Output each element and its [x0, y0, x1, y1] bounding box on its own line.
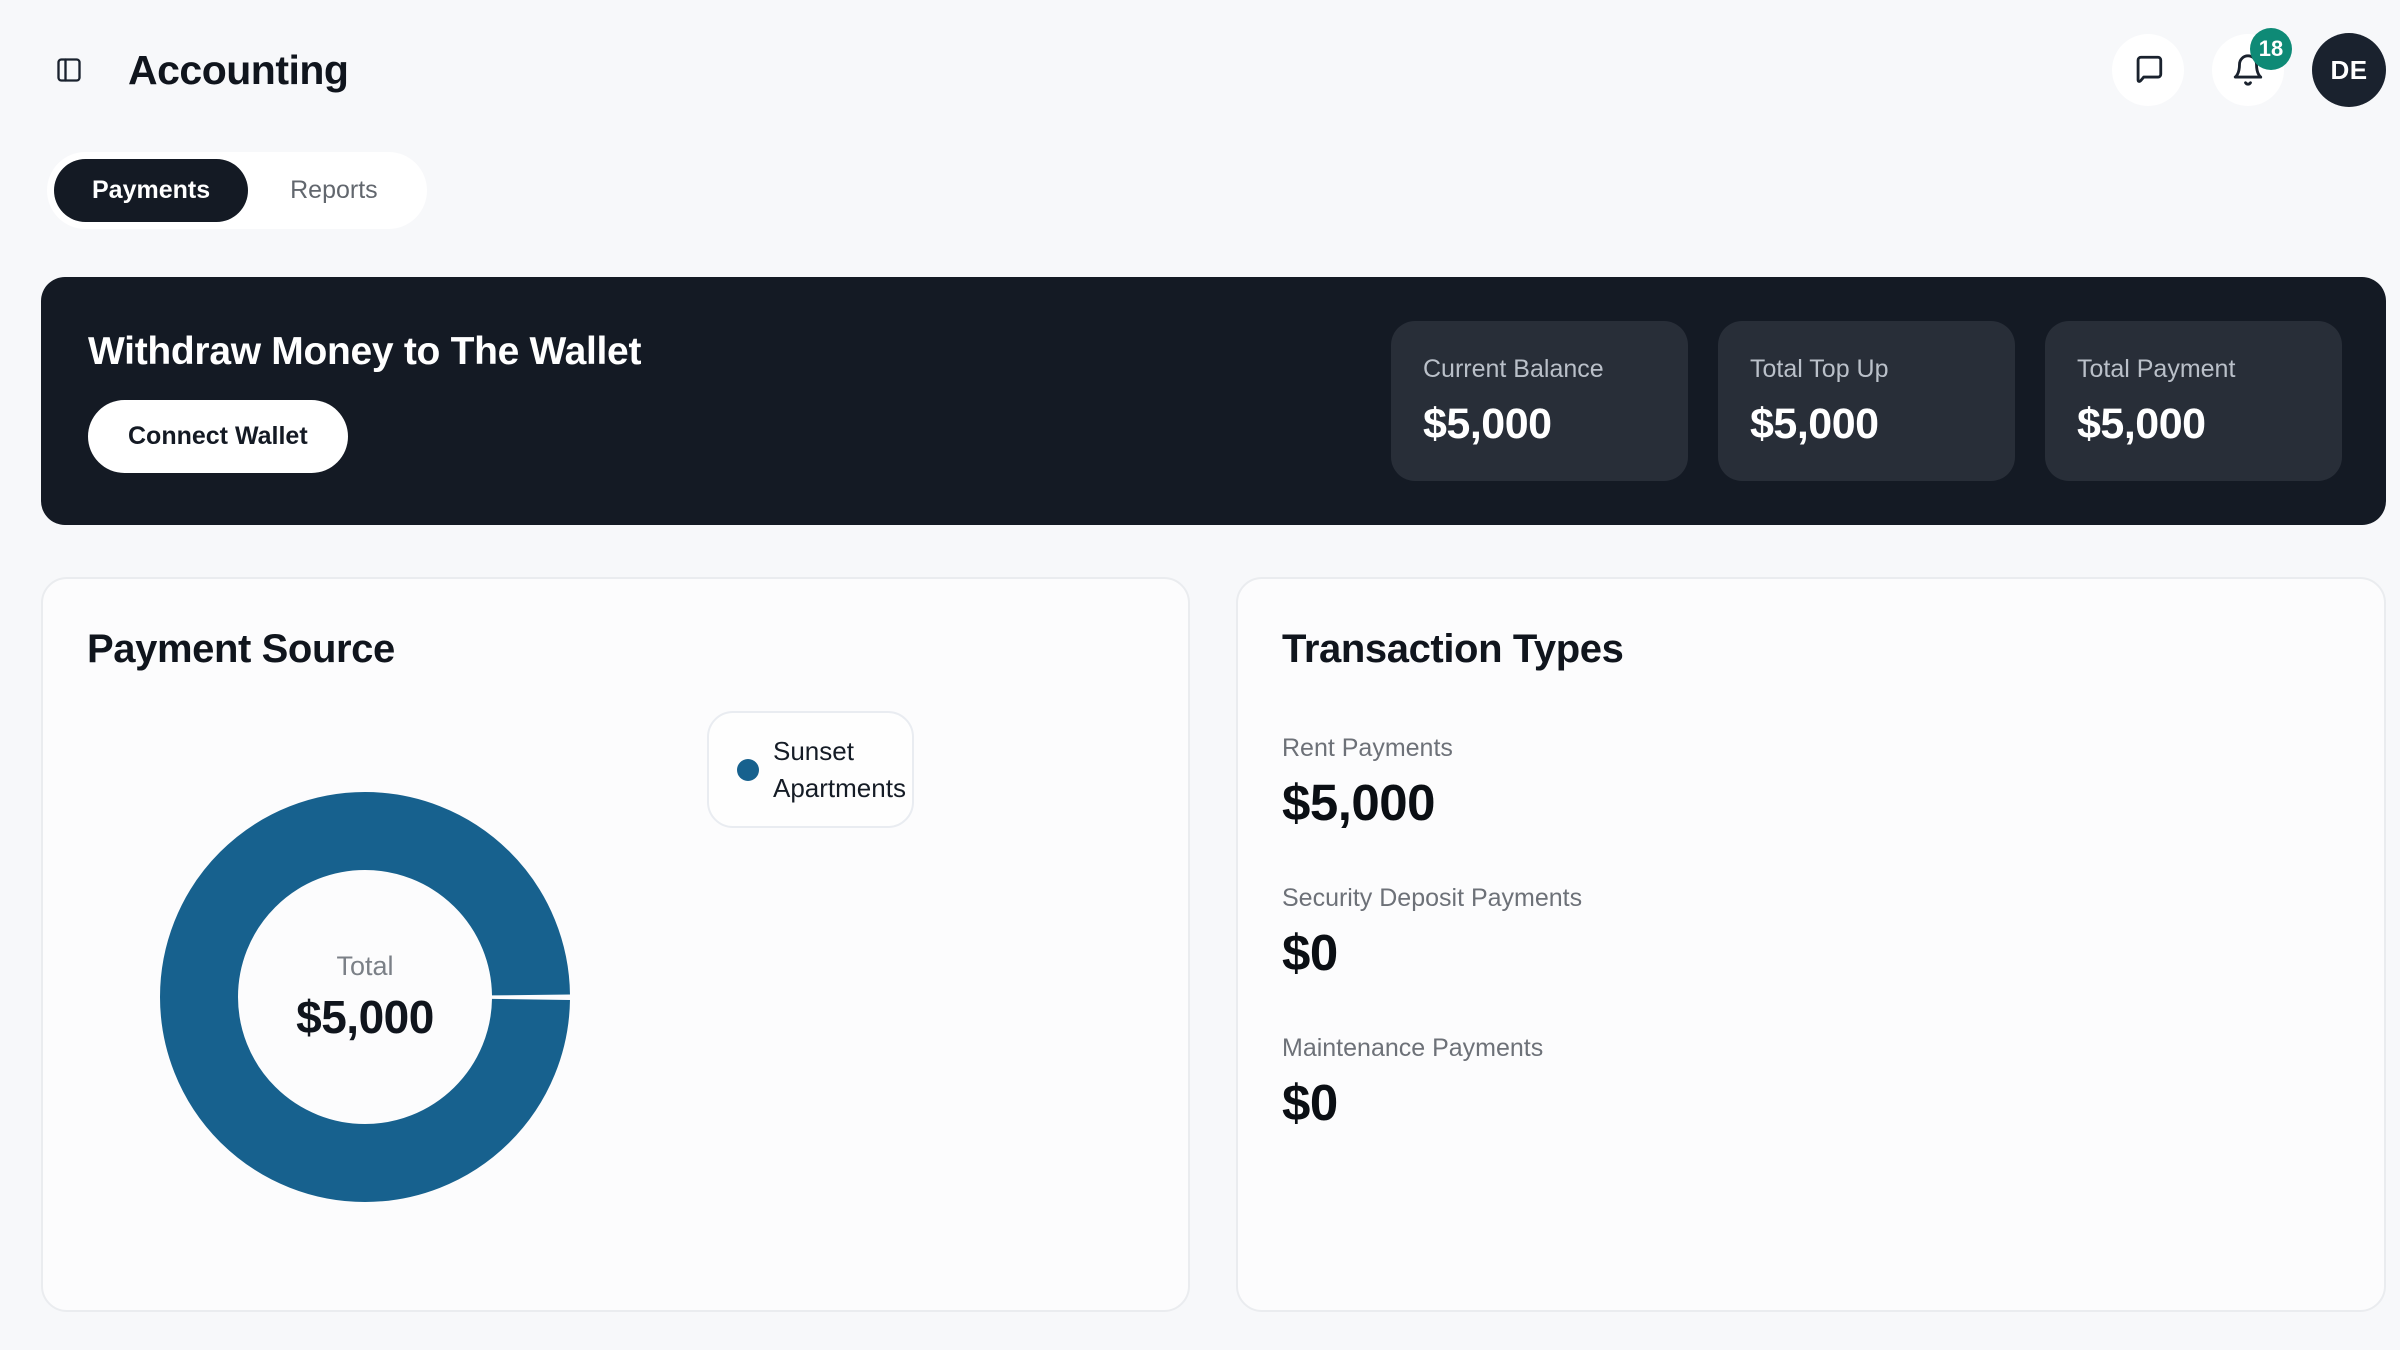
withdraw-banner: Withdraw Money to The Wallet Connect Wal… [41, 277, 2386, 525]
header: Accounting 18 DE [0, 0, 2400, 112]
chart-legend: Sunset Apartments [707, 711, 914, 828]
tabs-row: Payments Reports [0, 112, 2400, 229]
sidebar-toggle-button[interactable] [52, 53, 86, 87]
header-left: Accounting [52, 46, 349, 94]
legend-label: Sunset Apartments [773, 735, 906, 803]
page-title: Accounting [128, 46, 349, 93]
transaction-value: $0 [1282, 1074, 1338, 1131]
donut-ring [160, 792, 570, 1202]
stat-label: Total Top Up [1750, 355, 1889, 383]
bell-icon [2231, 53, 2265, 87]
transaction-item-maintenance: Maintenance Payments $0 [1282, 1034, 2340, 1132]
avatar[interactable]: DE [2312, 33, 2386, 107]
stat-value: $5,000 [2077, 400, 2206, 448]
transaction-item-security-deposit: Security Deposit Payments $0 [1282, 884, 2340, 982]
stat-value: $5,000 [1423, 400, 1552, 448]
tab-payments[interactable]: Payments [54, 159, 249, 222]
tab-reports[interactable]: Reports [248, 159, 420, 222]
stat-card-total-top-up: Total Top Up $5,000 [1718, 321, 2015, 481]
connect-wallet-button[interactable]: Connect Wallet [88, 399, 348, 473]
transaction-label: Maintenance Payments [1282, 1034, 1544, 1062]
banner-title: Withdraw Money to The Wallet [88, 329, 642, 373]
notifications-button[interactable]: 18 [2212, 28, 2292, 106]
transaction-value: $0 [1282, 924, 1338, 981]
banner-stats: Current Balance $5,000 Total Top Up $5,0… [1391, 321, 2342, 481]
stat-label: Current Balance [1423, 355, 1604, 383]
transaction-value: $5,000 [1282, 774, 1436, 831]
legend-dot [737, 758, 759, 781]
transaction-item-rent: Rent Payments $5,000 [1282, 734, 2340, 832]
transaction-types-card: Transaction Types Rent Payments $5,000 S… [1236, 577, 2386, 1312]
payment-source-title: Payment Source [87, 627, 395, 671]
stat-value: $5,000 [1750, 400, 1879, 448]
tab-group: Payments Reports [47, 152, 427, 229]
notifications-badge: 18 [2250, 28, 2292, 70]
panel-left-icon [55, 56, 83, 84]
transaction-types-title: Transaction Types [1282, 627, 1624, 671]
payment-source-card: Payment Source Total $5,000 Sunset Apart… [41, 577, 1190, 1312]
message-bubble-icon [2131, 53, 2165, 87]
payment-source-chart: Total $5,000 Sunset Apartments [43, 579, 1188, 1310]
transaction-types-list: Rent Payments $5,000 Security Deposit Pa… [1282, 734, 2340, 1132]
stat-card-current-balance: Current Balance $5,000 [1391, 321, 1688, 481]
stat-card-total-payment: Total Payment $5,000 [2045, 321, 2342, 481]
stat-label: Total Payment [2077, 355, 2236, 383]
donut-chart: Total $5,000 [160, 792, 570, 1202]
banner-left: Withdraw Money to The Wallet Connect Wal… [88, 330, 641, 473]
transaction-label: Security Deposit Payments [1282, 884, 1583, 912]
transaction-label: Rent Payments [1282, 734, 1453, 762]
content-cards: Payment Source Total $5,000 Sunset Apart… [41, 577, 2386, 1312]
chat-button[interactable] [2112, 34, 2184, 106]
header-right: 18 DE [2112, 28, 2386, 107]
